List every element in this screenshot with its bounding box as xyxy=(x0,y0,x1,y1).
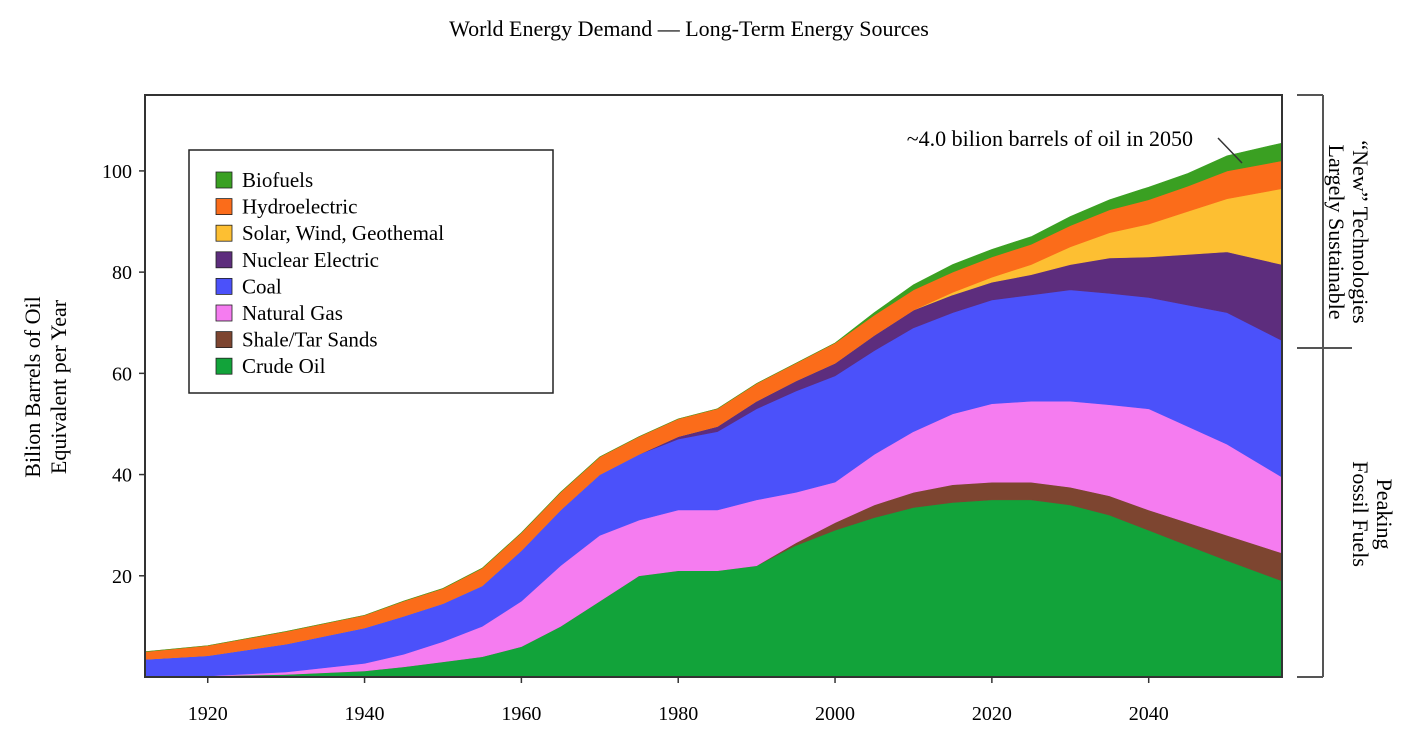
legend-label-natural-gas: Natural Gas xyxy=(242,301,343,325)
legend-box xyxy=(188,149,554,394)
legend-label-hydroelectric: Hydroelectric xyxy=(242,195,357,219)
legend-label-coal: Coal xyxy=(242,274,282,298)
x-tick-label: 1920 xyxy=(188,703,228,725)
legend-label-solar-wind-geothemal: Solar, Wind, Geothemal xyxy=(242,221,444,245)
x-tick-label: 2020 xyxy=(972,703,1012,725)
upper-bracket-label-line2: Largely Sustainable xyxy=(1324,145,1349,320)
y-tick-label: 40 xyxy=(112,465,132,487)
upper-bracket-label-line1: “New” Technologies xyxy=(1348,140,1373,323)
legend-swatch-natural-gas xyxy=(215,304,233,322)
x-tick-label: 2000 xyxy=(815,703,855,725)
x-tick-label: 2040 xyxy=(1129,703,1169,725)
y-tick-label: 100 xyxy=(102,161,132,183)
legend-label-shale-tar-sands: Shale/Tar Sands xyxy=(242,328,378,352)
y-tick-label: 20 xyxy=(112,566,132,588)
chart-title: World Energy Demand — Long-Term Energy S… xyxy=(449,16,929,41)
annotation-text: ~4.0 bilion barrels of oil in 2050 xyxy=(907,126,1193,151)
stacked-areas xyxy=(144,142,1283,678)
right-bracket xyxy=(1297,94,1352,678)
legend-swatch-crude-oil xyxy=(215,357,233,375)
legend-swatch-shale-tar-sands xyxy=(215,331,233,349)
legend-label-nuclear-electric: Nuclear Electric xyxy=(242,248,379,272)
legend-swatch-hydroelectric xyxy=(215,198,233,216)
annotation: ~4.0 bilion barrels of oil in 2050 xyxy=(907,126,1243,164)
x-tick-label: 1960 xyxy=(501,703,541,725)
legend-swatch-coal xyxy=(215,277,233,295)
y-axis-label-line2: Equivalent per Year xyxy=(46,299,71,474)
annotation-leader xyxy=(1217,137,1243,164)
legend-swatch-solar-wind-geothemal xyxy=(215,224,233,242)
lower-bracket-label-line1: Peaking xyxy=(1372,479,1397,550)
legend-swatch-nuclear-electric xyxy=(215,251,233,269)
legend-swatch-biofuels xyxy=(215,171,233,189)
legend-label-crude-oil: Crude Oil xyxy=(242,354,326,378)
lower-bracket-label-line2: Fossil Fuels xyxy=(1348,461,1373,567)
legend-label-biofuels: Biofuels xyxy=(242,168,313,192)
y-axis: 20 40 60 80 100 xyxy=(102,161,145,588)
x-axis: 1920 1940 1960 1980 2000 2020 2040 xyxy=(145,676,1282,725)
x-tick-label: 1940 xyxy=(345,703,385,725)
y-tick-label: 60 xyxy=(112,363,132,385)
y-axis-label-line1: Bilion Barrels of Oil xyxy=(20,296,45,477)
x-tick-label: 1980 xyxy=(658,703,698,725)
y-tick-label: 80 xyxy=(112,262,132,284)
